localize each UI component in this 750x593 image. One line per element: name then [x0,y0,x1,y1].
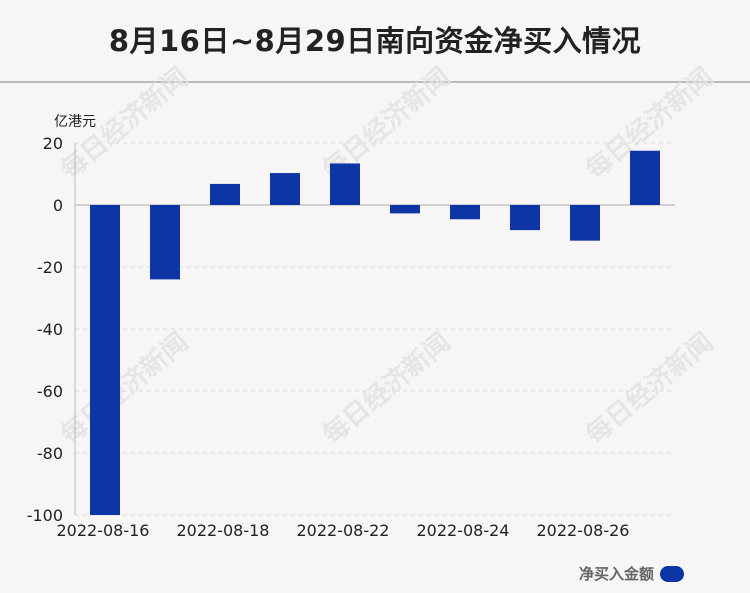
y-tick-label: 20 [43,134,63,153]
legend-swatch [660,565,684,582]
chart-title: 8月16日~8月29日南向资金净买入情况 [108,24,642,58]
y-tick-label: -100 [27,506,63,525]
bars [90,150,660,515]
y-tick-label: -20 [37,258,63,277]
watermark-text: 每日经济新闻 [317,326,456,450]
legend: 净买入金额 [579,563,684,584]
bar-2022-08-19 [270,173,300,205]
bar-2022-08-22 [330,163,360,205]
watermark-text: 每日经济新闻 [580,326,719,450]
y-tick-label: 0 [53,196,63,215]
y-axis-unit: 亿港元 [54,114,96,130]
title-divider [0,81,750,83]
y-axis-ticks: 20 0 -20 -40 -60 -80 -100 [27,134,63,525]
bar-2022-08-25 [510,205,540,231]
x-tick-label: 2022-08-18 [177,521,270,540]
legend-label: 净买入金额 [578,565,654,583]
y-tick-label: -60 [37,382,63,401]
x-tick-label: 2022-08-26 [537,521,630,540]
bar-2022-08-24 [450,205,480,220]
bar-2022-08-29 [630,150,660,205]
bar-2022-08-16 [90,205,120,515]
bar-2022-08-18 [210,183,240,205]
watermark-text: 每日经济新闻 [55,326,194,450]
bar-2022-08-17 [150,205,180,280]
bar-2022-08-23 [390,205,420,214]
grid-lines [74,142,675,516]
x-tick-label: 2022-08-16 [57,521,150,540]
x-tick-label: 2022-08-24 [417,521,510,540]
y-tick-label: -80 [37,444,63,463]
x-tick-label: 2022-08-22 [297,521,390,540]
bar-2022-08-26 [570,205,600,241]
y-tick-label: -40 [37,320,63,339]
x-axis-ticks: 2022-08-16 2022-08-18 2022-08-22 2022-08-24… [57,521,630,540]
